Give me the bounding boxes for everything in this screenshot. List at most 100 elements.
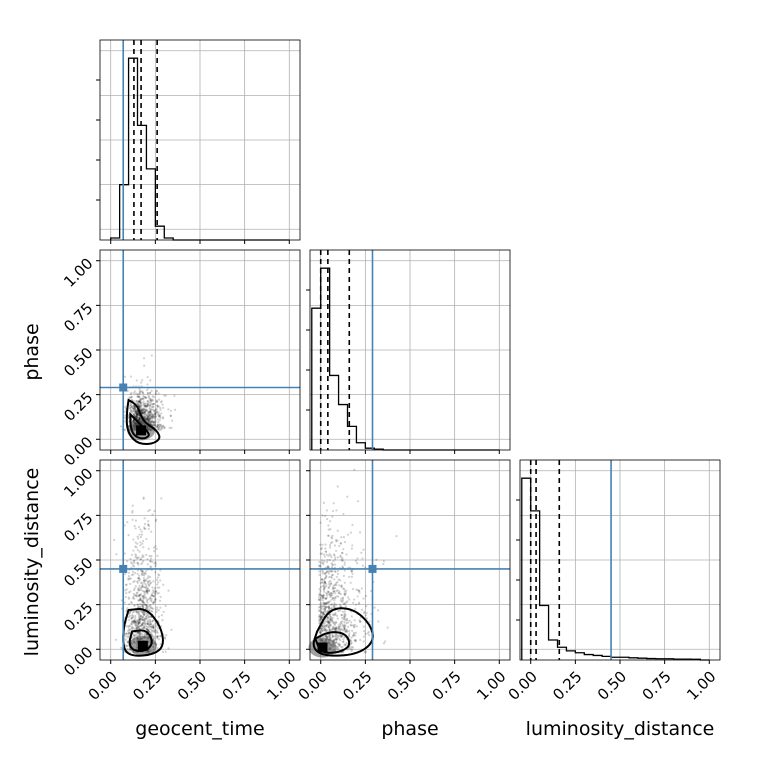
scatter-point — [138, 588, 141, 592]
scatter-point — [137, 594, 140, 598]
scatter-point — [156, 636, 159, 639]
scatter-point — [328, 633, 331, 636]
scatter-point — [143, 627, 146, 630]
scatter-point — [151, 620, 154, 623]
scatter-point — [154, 545, 157, 548]
scatter-point — [141, 570, 144, 573]
scatter-point — [153, 629, 156, 632]
scatter-point — [159, 642, 162, 646]
scatter-point — [154, 629, 157, 632]
scatter-point — [138, 416, 141, 419]
scatter-point — [145, 404, 148, 408]
scatter-point — [331, 515, 334, 518]
scatter-point — [149, 421, 153, 424]
scatter-point — [332, 605, 335, 609]
scatter-point — [146, 403, 149, 407]
scatter-point — [138, 633, 141, 636]
scatter-point — [127, 626, 130, 629]
scatter-point — [341, 620, 344, 623]
scatter-point — [150, 403, 153, 406]
scatter-point — [139, 406, 142, 409]
scatter-point — [134, 410, 137, 413]
scatter-point — [137, 412, 140, 415]
scatter-point — [138, 416, 141, 419]
scatter-point — [163, 426, 166, 429]
scatter-point — [340, 627, 343, 631]
x-tick-label: 0.50 — [594, 668, 630, 704]
scatter-point — [169, 409, 173, 412]
scatter-point — [143, 591, 147, 594]
scatter-point — [128, 624, 132, 628]
scatter-point — [159, 423, 163, 427]
scatter-point — [358, 531, 362, 534]
scatter-point — [154, 415, 157, 418]
scatter-point — [324, 585, 327, 589]
scatter-point — [143, 622, 146, 626]
scatter-point — [323, 597, 327, 600]
scatter-point — [146, 619, 149, 622]
scatter-point — [153, 424, 157, 427]
scatter-point — [143, 611, 147, 614]
scatter-point — [162, 425, 165, 428]
y-tick-label: 0.50 — [60, 344, 96, 380]
scatter-point — [138, 617, 141, 620]
scatter-point — [153, 413, 156, 416]
scatter-point — [146, 376, 149, 379]
scatter-point — [335, 581, 338, 585]
scatter-point — [138, 418, 141, 421]
scatter-point — [139, 593, 143, 596]
scatter-point — [317, 598, 321, 601]
scatter-point — [323, 590, 326, 594]
scatter-point — [137, 589, 140, 592]
scatter-point — [132, 412, 135, 416]
scatter-point — [354, 607, 357, 611]
scatter-point — [138, 611, 141, 614]
scatter-point — [147, 523, 150, 526]
scatter-point — [135, 416, 138, 419]
scatter-point — [322, 611, 325, 615]
scatter-point — [343, 628, 346, 632]
scatter-point — [345, 629, 348, 632]
scatter-point — [142, 577, 146, 580]
scatter-point — [139, 624, 142, 628]
scatter-point — [322, 584, 326, 587]
scatter-point — [342, 574, 345, 577]
x-tick-label: 0.00 — [85, 668, 121, 704]
scatter-point — [333, 623, 336, 627]
scatter-point — [147, 417, 151, 420]
scatter-point — [136, 415, 139, 418]
scatter-point — [331, 534, 334, 537]
scatter-point — [350, 615, 353, 618]
scatter-point — [343, 588, 346, 591]
scatter-point — [321, 612, 324, 615]
scatter-point — [141, 411, 144, 415]
scatter-point — [170, 419, 174, 422]
scatter-point — [141, 397, 144, 400]
scatter-point — [150, 416, 153, 419]
scatter-point — [321, 543, 324, 546]
scatter-point — [134, 585, 137, 588]
scatter-point — [126, 389, 129, 392]
scatter-point — [344, 625, 347, 628]
scatter-point — [154, 415, 158, 418]
scatter-point — [337, 627, 340, 630]
scatter-point — [149, 621, 152, 624]
scatter-point — [145, 627, 148, 630]
scatter-point — [336, 642, 340, 645]
contour-level-1 — [125, 398, 161, 445]
scatter-point — [127, 534, 130, 537]
scatter-point — [145, 408, 148, 411]
scatter-point — [133, 561, 136, 565]
scatter-point — [137, 395, 140, 399]
scatter-point — [343, 569, 346, 572]
scatter-point — [136, 632, 139, 635]
scatter-point — [342, 625, 345, 628]
scatter-point — [330, 570, 333, 573]
scatter-point — [147, 415, 150, 418]
scatter-point — [341, 640, 345, 643]
scatter-point — [132, 407, 135, 410]
scatter-point — [326, 619, 330, 622]
scatter-point — [333, 558, 337, 561]
scatter-point — [154, 560, 157, 564]
scatter-point — [333, 584, 336, 587]
